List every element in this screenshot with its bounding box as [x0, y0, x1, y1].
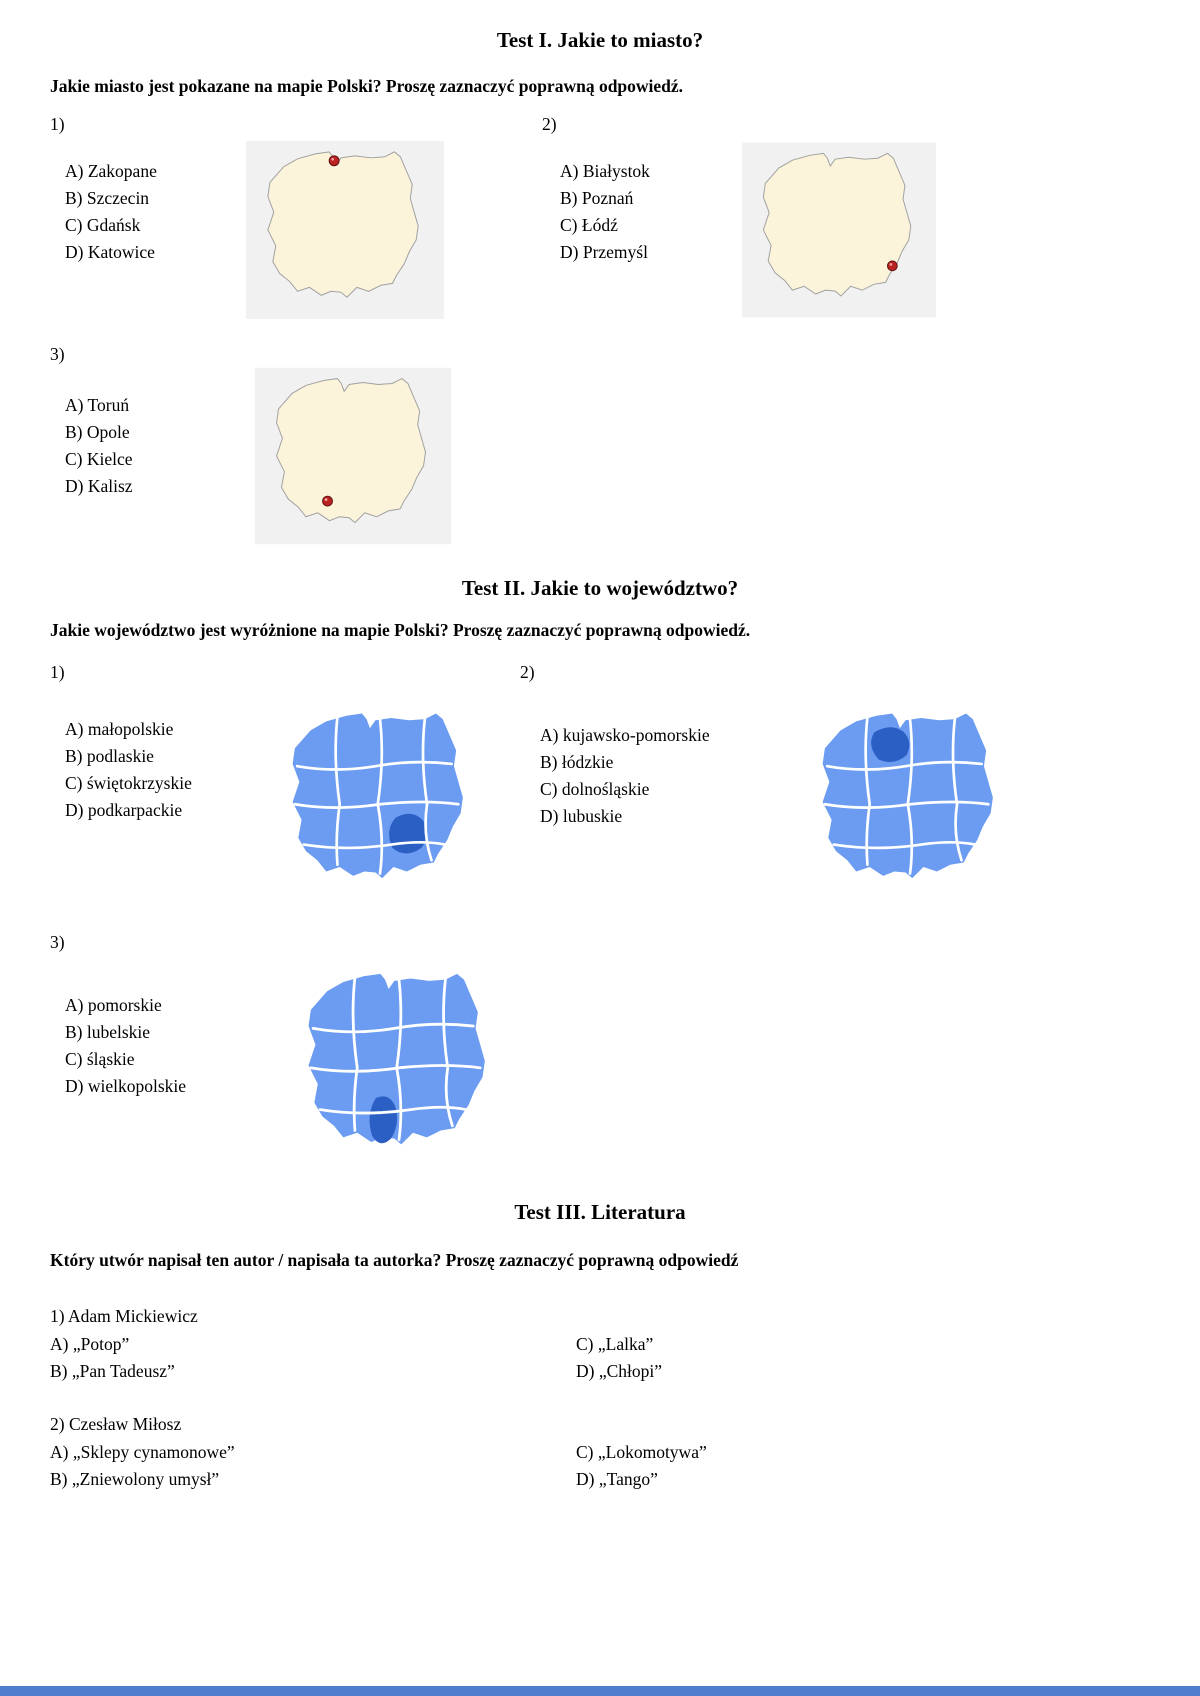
- answer-option: A) „Potop”: [50, 1334, 130, 1354]
- answer-option: C) „Lokomotywa”: [576, 1442, 707, 1462]
- test3-q2-author: 2) Czesław Miłosz: [50, 1414, 182, 1434]
- answer-option: B) „Pan Tadeusz”: [50, 1361, 175, 1381]
- answer-option: C) „Lalka”: [576, 1334, 654, 1354]
- test1-q2-options: A) Białystok B) Poznań C) Łódź D) Przemy…: [560, 158, 650, 266]
- poland-voivodeship-map-2: [822, 713, 993, 879]
- test2-q2-options: A) kujawsko-pomorskie B) łódzkie C) doln…: [540, 722, 710, 830]
- test2-q2-number: 2): [520, 662, 535, 682]
- test3-title: Test III. Literatura: [514, 1200, 686, 1224]
- answer-option: A) Toruń: [65, 395, 130, 415]
- answer-option: D) „Chłopi”: [576, 1361, 663, 1381]
- answer-option: A) kujawsko-pomorskie: [540, 725, 710, 745]
- answer-option: C) Kielce: [65, 449, 133, 469]
- test2-instruction: Jakie województwo jest wyróżnione na map…: [50, 620, 751, 640]
- poland-outline: [762, 152, 912, 297]
- bottom-bar: [0, 1686, 1200, 1696]
- poland-city-map-1: [246, 141, 444, 319]
- test1-q3-options: A) Toruń B) Opole C) Kielce D) Kalisz: [65, 392, 133, 500]
- test1-instruction: Jakie miasto jest pokazane na mapie Pols…: [50, 76, 684, 96]
- test1-q1-options: A) Zakopane B) Szczecin C) Gdańsk D) Kat…: [65, 158, 157, 266]
- answer-option: B) podlaskie: [65, 746, 154, 766]
- poland-outline: [267, 151, 419, 298]
- answer-option: A) Białystok: [560, 161, 650, 181]
- city-marker-icon: [887, 260, 898, 272]
- test1-q1-number: 1): [50, 114, 65, 134]
- test2-q3-number: 3): [50, 932, 65, 952]
- test2-title: Test II. Jakie to województwo?: [461, 576, 739, 600]
- highlighted-region: [369, 1096, 398, 1144]
- highlighted-region: [871, 727, 910, 762]
- answer-option: B) Opole: [65, 422, 130, 442]
- test3-instruction: Który utwór napisał ten autor / napisała…: [50, 1250, 739, 1270]
- answer-option: A) pomorskie: [65, 995, 162, 1015]
- answer-option: B) Szczecin: [65, 188, 150, 208]
- test2-q1-options: A) małopolskie B) podlaskie C) świętokrz…: [65, 716, 192, 824]
- answer-option: D) wielkopolskie: [65, 1076, 187, 1096]
- answer-option: C) dolnośląskie: [540, 779, 650, 799]
- answer-option: A) małopolskie: [65, 719, 174, 739]
- test1-title: Test I. Jakie to miasto?: [496, 28, 704, 52]
- answer-option: A) „Sklepy cynamonowe”: [50, 1442, 235, 1462]
- answer-option: D) lubuskie: [540, 806, 623, 826]
- test1-q2-number: 2): [542, 114, 557, 134]
- test2-q3-options: A) pomorskie B) lubelskie C) śląskie D) …: [65, 992, 186, 1100]
- poland-outline: [276, 378, 427, 524]
- highlighted-region: [389, 813, 428, 854]
- test1-q3-number: 3): [50, 344, 65, 364]
- answer-option: A) Zakopane: [65, 161, 157, 181]
- answer-option: D) Katowice: [65, 242, 155, 262]
- poland-city-map-2: [742, 142, 936, 318]
- answer-option: D) Kalisz: [65, 476, 133, 496]
- answer-option: C) śląskie: [65, 1049, 135, 1069]
- city-marker-icon: [328, 155, 340, 167]
- answer-option: D) Przemyśl: [560, 242, 648, 262]
- poland-city-map-3: [255, 367, 451, 545]
- answer-option: D) „Tango”: [576, 1469, 658, 1489]
- test3-q1-author: 1) Adam Mickiewicz: [50, 1306, 198, 1326]
- answer-option: C) świętokrzyskie: [65, 773, 192, 793]
- answer-option: C) Łódź: [560, 215, 618, 235]
- poland-voivodeship-map-1: [292, 713, 463, 879]
- poland-voivodeship-map-3: [308, 973, 485, 1145]
- answer-option: B) lubelskie: [65, 1022, 151, 1042]
- answer-option: B) „Zniewolony umysł”: [50, 1469, 220, 1489]
- answer-option: C) Gdańsk: [65, 215, 141, 235]
- answer-option: B) łódzkie: [540, 752, 614, 772]
- answer-option: B) Poznań: [560, 188, 634, 208]
- answer-option: D) podkarpackie: [65, 800, 183, 820]
- test2-q1-number: 1): [50, 662, 65, 682]
- city-marker-icon: [322, 495, 333, 507]
